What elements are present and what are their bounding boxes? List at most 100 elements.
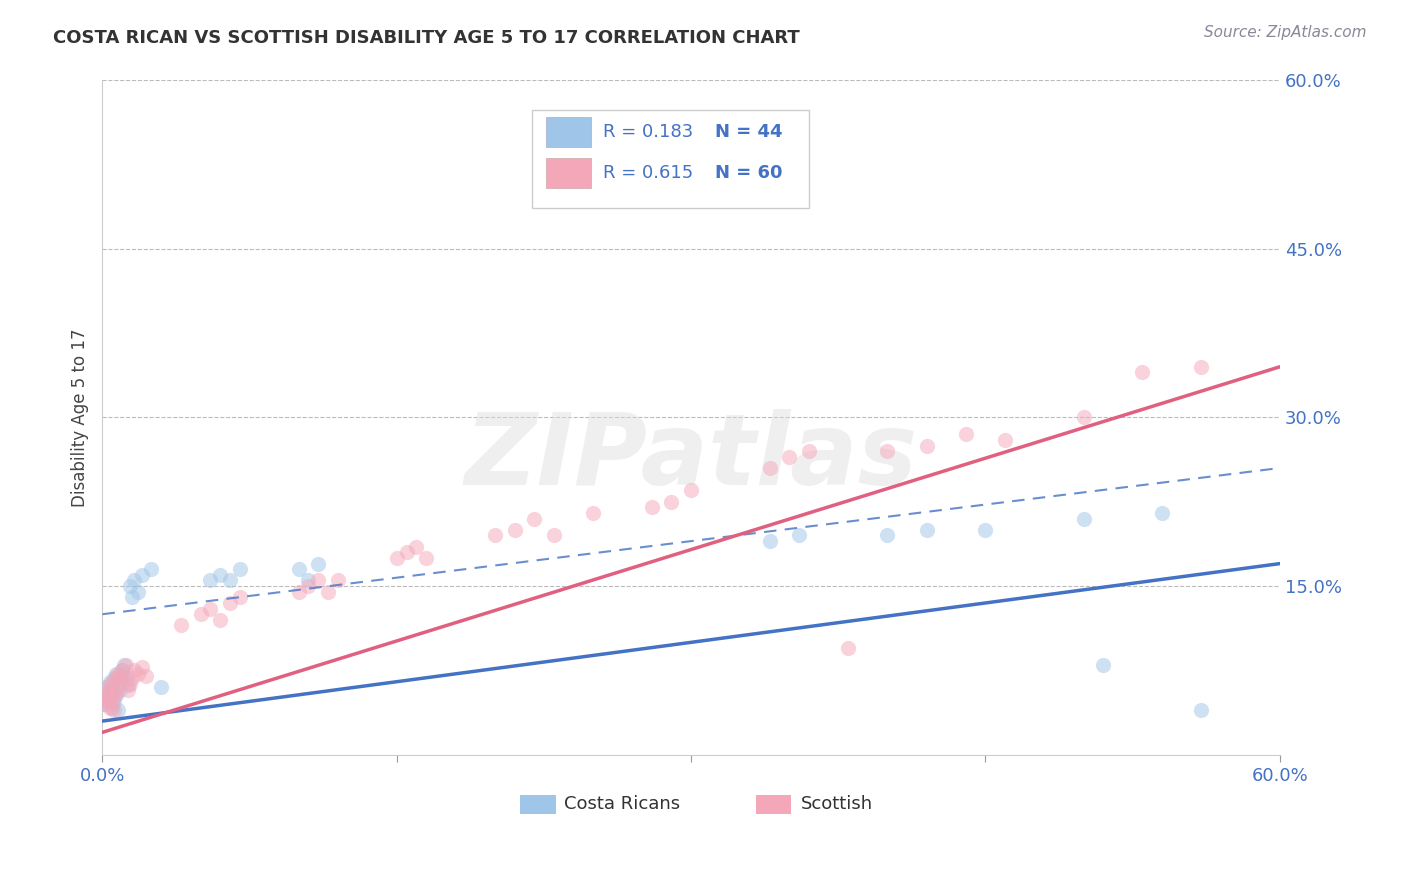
- Point: [105, 686, 128, 700]
- Point: [122, 574, 145, 588]
- Point: [209, 567, 232, 582]
- Point: [307, 574, 329, 588]
- Point: [415, 551, 437, 566]
- Text: N = 44: N = 44: [714, 123, 782, 141]
- Point: [101, 674, 124, 689]
- Point: [118, 677, 141, 691]
- Point: [287, 562, 309, 576]
- Point: [112, 674, 135, 689]
- Point: [200, 601, 222, 615]
- Point: [758, 534, 780, 549]
- Point: [107, 677, 129, 691]
- Point: [101, 682, 124, 697]
- Point: [96, 681, 118, 695]
- Text: Costa Ricans: Costa Ricans: [564, 795, 681, 814]
- Point: [107, 681, 129, 695]
- Point: [297, 579, 319, 593]
- Point: [602, 163, 624, 178]
- Point: [229, 562, 252, 576]
- Point: [108, 669, 131, 683]
- Point: [1073, 511, 1095, 525]
- Point: [797, 444, 820, 458]
- Point: [103, 671, 125, 685]
- Point: [1132, 365, 1154, 379]
- Point: [98, 700, 121, 714]
- Point: [395, 545, 418, 559]
- Point: [1073, 410, 1095, 425]
- Point: [111, 664, 134, 678]
- Point: [1189, 359, 1212, 374]
- Point: [190, 607, 212, 622]
- Point: [111, 664, 134, 678]
- Point: [1092, 657, 1115, 672]
- Point: [93, 697, 115, 711]
- Point: [219, 596, 242, 610]
- Point: [641, 500, 664, 515]
- Point: [316, 584, 339, 599]
- Point: [107, 703, 129, 717]
- Point: [661, 494, 683, 508]
- Point: [101, 695, 124, 709]
- Point: [118, 579, 141, 593]
- Point: [98, 674, 121, 689]
- Point: [103, 703, 125, 717]
- Point: [127, 666, 149, 681]
- Point: [97, 686, 120, 700]
- Point: [93, 697, 115, 711]
- Point: [135, 669, 157, 683]
- Point: [543, 528, 565, 542]
- Point: [121, 671, 143, 685]
- Point: [117, 682, 139, 697]
- Point: [209, 613, 232, 627]
- Point: [681, 483, 703, 498]
- Point: [96, 694, 118, 708]
- FancyBboxPatch shape: [547, 117, 591, 147]
- Point: [112, 657, 135, 672]
- Point: [307, 557, 329, 571]
- Point: [876, 528, 898, 542]
- Text: Scottish: Scottish: [800, 795, 873, 814]
- Point: [108, 682, 131, 697]
- Point: [98, 690, 121, 704]
- Point: [105, 666, 128, 681]
- Point: [876, 444, 898, 458]
- Point: [97, 694, 120, 708]
- Point: [915, 523, 938, 537]
- Point: [117, 678, 139, 692]
- Point: [97, 682, 120, 697]
- Point: [105, 688, 128, 702]
- Point: [121, 591, 143, 605]
- Point: [122, 664, 145, 678]
- Point: [837, 640, 859, 655]
- Point: [523, 511, 546, 525]
- Point: [115, 671, 138, 685]
- Point: [97, 691, 120, 706]
- Point: [974, 523, 997, 537]
- Point: [915, 438, 938, 452]
- Point: [994, 433, 1017, 447]
- Point: [98, 678, 121, 692]
- Text: COSTA RICAN VS SCOTTISH DISABILITY AGE 5 TO 17 CORRELATION CHART: COSTA RICAN VS SCOTTISH DISABILITY AGE 5…: [53, 29, 800, 47]
- Point: [103, 695, 125, 709]
- Point: [127, 584, 149, 599]
- Point: [131, 567, 153, 582]
- Point: [103, 690, 125, 704]
- Point: [582, 506, 605, 520]
- Text: R = 0.183: R = 0.183: [603, 123, 693, 141]
- Point: [105, 671, 128, 685]
- Point: [405, 540, 427, 554]
- Point: [141, 562, 163, 576]
- Point: [96, 686, 118, 700]
- Point: [385, 551, 408, 566]
- FancyBboxPatch shape: [533, 111, 808, 208]
- Point: [219, 574, 242, 588]
- Point: [503, 523, 526, 537]
- Point: [287, 584, 309, 599]
- Text: ZIPatlas: ZIPatlas: [464, 409, 918, 507]
- Point: [96, 691, 118, 706]
- Point: [101, 700, 124, 714]
- Point: [484, 528, 506, 542]
- Text: R = 0.615: R = 0.615: [603, 164, 693, 182]
- Y-axis label: Disability Age 5 to 17: Disability Age 5 to 17: [72, 328, 89, 507]
- Point: [200, 574, 222, 588]
